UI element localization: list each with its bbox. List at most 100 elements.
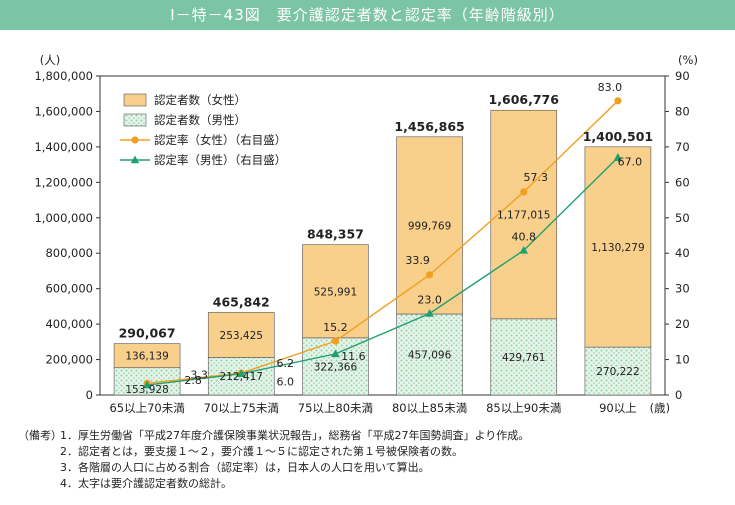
note-number: 1． — [60, 429, 78, 442]
x-axis-tick-label: 65以上70未満 — [109, 401, 184, 415]
female-rate-point — [614, 97, 622, 105]
legend-swatch-male — [123, 113, 147, 127]
total-label: 1,456,865 — [394, 119, 464, 134]
bar-male — [396, 313, 463, 396]
female-rate-point — [425, 271, 434, 279]
legend-marker-female-rate — [131, 136, 139, 144]
right-axis-tick-label: 50 — [675, 211, 690, 225]
male-value-label: 429,761 — [502, 352, 545, 364]
male-rate-point — [519, 245, 529, 254]
male-value-label: 153,928 — [125, 384, 168, 396]
male-rate-label: 6.0 — [277, 376, 295, 389]
note-number: 2． — [60, 445, 78, 458]
left-axis-tick-label: 1,400,000 — [34, 140, 93, 154]
note-row: 3．各階層の人口に占める割合（認定率）は，日本人の人口を用いて算出。 — [18, 460, 529, 476]
male-rate-label: 67.0 — [618, 156, 643, 169]
left-axis-tick-label: 600,000 — [45, 282, 93, 296]
right-axis-tick-label: 80 — [675, 104, 690, 118]
note-row: （備考）1．厚生労働省「平成27年度介護保険事業状況報告」，総務省「平成27年国… — [18, 428, 529, 444]
note-number: 3． — [60, 461, 78, 474]
female-value-label: 1,177,015 — [497, 210, 550, 222]
note-number: 4． — [60, 477, 78, 490]
male-value-label: 270,222 — [596, 366, 639, 378]
legend-label: 認定率（男性）（右目盛） — [154, 153, 286, 167]
bar-female — [207, 312, 275, 358]
note-row: 4．太字は要介護認定者数の総計。 — [18, 476, 529, 492]
x-axis-tick-label: 85以上90未満 — [486, 401, 561, 415]
female-rate-line — [147, 100, 619, 384]
left-axis-tick-label: 200,000 — [45, 353, 93, 367]
female-rate-label: 15.2 — [323, 321, 348, 334]
total-label: 848,357 — [307, 227, 364, 242]
male-rate-point — [142, 380, 152, 389]
female-rate-point — [331, 337, 340, 345]
right-axis-tick-label: 90 — [675, 69, 690, 83]
note-text: 各階層の人口に占める割合（認定率）は，日本人の人口を用いて算出。 — [78, 461, 430, 474]
right-axis-tick-label: 20 — [675, 317, 690, 331]
right-axis-tick-label: 40 — [675, 246, 690, 260]
legend-label: 認定者数（女性） — [154, 93, 246, 107]
male-rate-label: 2.8 — [184, 374, 202, 387]
legend-label: 認定率（女性）（右目盛） — [154, 133, 286, 147]
male-rate-line — [146, 157, 619, 386]
left-axis-unit: (人) — [40, 53, 60, 67]
bar-male — [490, 318, 558, 396]
female-rate-label: 3.3 — [190, 368, 208, 381]
note-row: 2．認定者とは，要支援１～２，要介護１～５に認定された第１号被保険者の数。 — [18, 444, 529, 460]
left-axis-tick-label: 0 — [86, 388, 93, 402]
left-axis-tick-label: 1,600,000 — [34, 104, 93, 118]
right-axis-tick-label: 10 — [675, 353, 690, 367]
x-axis-tick-label: 75以上80未満 — [298, 401, 373, 415]
male-rate-label: 23.0 — [417, 293, 442, 306]
note-text: 厚生労働省「平成27年度介護保険事業状況報告」，総務省「平成27年国勢調査」より… — [78, 429, 530, 442]
right-axis-unit: (%) — [678, 53, 698, 67]
total-label: 1,606,776 — [489, 92, 560, 107]
chart: 0 200,000 400,000 600,000 800,000 1,000,000 1,… — [34, 53, 698, 415]
male-rate-point — [425, 308, 434, 317]
male-rate-point — [613, 153, 623, 161]
left-axis-tick-label: 1,800,000 — [34, 69, 93, 83]
bar-male — [584, 346, 652, 396]
female-value-label: 253,425 — [220, 330, 263, 342]
female-rate-label: 6.2 — [277, 357, 295, 370]
note-text: 認定者とは，要支援１～２，要介護１～５に認定された第１号被保険者の数。 — [78, 445, 463, 458]
note-text: 太字は要介護認定者数の総計。 — [78, 477, 232, 490]
legend-label: 認定者数（男性） — [154, 113, 246, 127]
female-value-label: 999,769 — [408, 220, 451, 232]
notes-header: （備考） — [18, 429, 62, 442]
figure-title: Ⅰ－特－43図 要介護認定者数と認定率（年齢階級別） — [0, 0, 735, 30]
left-axis-tick-label: 400,000 — [45, 317, 93, 331]
x-axis-tick-label: 80以上85未満 — [392, 401, 467, 415]
right-axis-tick-label: 60 — [675, 175, 690, 189]
legend-swatch-female — [123, 93, 147, 107]
female-value-label: 136,139 — [125, 351, 168, 363]
male-rate-point — [331, 349, 340, 358]
male-value-label: 212,417 — [220, 371, 263, 383]
left-axis-tick-label: 1,200,000 — [34, 175, 93, 189]
female-value-label: 525,991 — [314, 286, 357, 298]
male-value-label: 322,366 — [314, 361, 358, 373]
x-axis-tick-label: 90以上 — [599, 401, 637, 415]
right-axis-tick-label: 30 — [675, 282, 690, 296]
bar-female — [302, 244, 369, 339]
female-rate-label: 33.9 — [405, 254, 430, 267]
female-rate-label: 83.0 — [598, 81, 623, 94]
left-axis-tick-label: 800,000 — [45, 246, 93, 260]
bar-male — [302, 337, 369, 396]
x-axis-unit: (歳) — [650, 401, 670, 415]
right-axis-tick-label: 70 — [675, 140, 690, 154]
female-rate-label: 57.3 — [524, 171, 549, 184]
plot-frame — [99, 75, 666, 396]
female-value-label: 1,130,279 — [591, 242, 644, 254]
x-axis-tick-label: 70以上75未満 — [204, 401, 279, 415]
bar-female — [113, 343, 181, 369]
notes: （備考）1．厚生労働省「平成27年度介護保険事業状況報告」，総務省「平成27年国… — [18, 428, 529, 492]
legend-marker-male-rate — [130, 155, 140, 164]
male-rate-label: 11.6 — [341, 350, 366, 363]
female-rate-point — [520, 188, 528, 196]
total-label: 1,400,501 — [583, 129, 653, 144]
bar-female — [490, 109, 558, 320]
left-axis-tick-label: 1,000,000 — [34, 211, 93, 225]
bar-female — [396, 136, 463, 315]
